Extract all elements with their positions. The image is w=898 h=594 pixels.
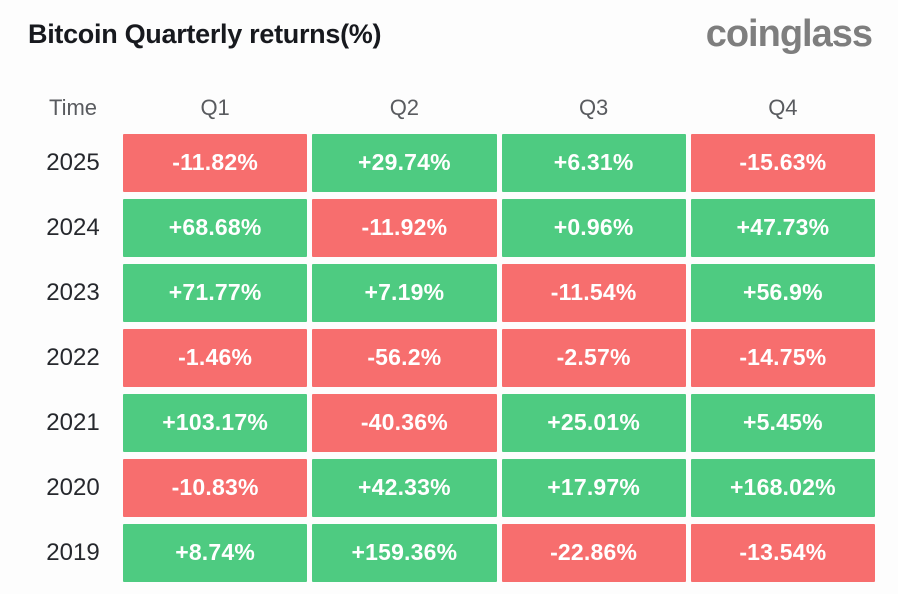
table-row: 2025 -11.82% +29.74% +6.31% -15.63% bbox=[28, 133, 875, 192]
return-cell: -13.54% bbox=[690, 523, 875, 582]
return-cell: +68.68% bbox=[123, 198, 308, 257]
return-cell: +42.33% bbox=[312, 458, 497, 517]
return-cell: +168.02% bbox=[690, 458, 875, 517]
return-cell: -22.86% bbox=[501, 523, 686, 582]
return-cell: -11.82% bbox=[123, 133, 308, 192]
return-cell: +47.73% bbox=[690, 198, 875, 257]
col-header-q2: Q2 bbox=[389, 94, 420, 120]
col-header-q3: Q3 bbox=[578, 94, 609, 120]
table-header-row: Time Q1 Q2 Q3 Q4 bbox=[28, 89, 875, 127]
col-header-time: Time bbox=[48, 94, 98, 120]
col-header-q4: Q4 bbox=[768, 94, 798, 120]
table-row: 2020 -10.83% +42.33% +17.97% +168.02% bbox=[28, 458, 875, 517]
return-cell: -1.46% bbox=[123, 328, 308, 387]
page-header: Bitcoin Quarterly returns(%) coinglass bbox=[0, 0, 898, 57]
return-cell: +29.74% bbox=[312, 133, 497, 192]
quarterly-returns-table: Time Q1 Q2 Q3 Q4 2025 -11.82% +29.74% +6.31… bbox=[28, 89, 875, 582]
table-row: 2022 -1.46% -56.2% -2.57% -14.75% bbox=[28, 328, 875, 387]
return-cell: -40.36% bbox=[312, 393, 497, 452]
year-label: 2023 bbox=[46, 278, 100, 306]
return-cell: +25.01% bbox=[501, 393, 686, 452]
year-label: 2019 bbox=[46, 538, 100, 566]
return-cell: -56.2% bbox=[312, 328, 497, 387]
table-row: 2023 +71.77% +7.19% -11.54% +56.9% bbox=[28, 263, 875, 322]
return-cell: +159.36% bbox=[312, 523, 497, 582]
table-row: 2019 +8.74% +159.36% -22.86% -13.54% bbox=[28, 523, 875, 582]
return-cell: +6.31% bbox=[501, 133, 686, 192]
page-title: Bitcoin Quarterly returns(%) bbox=[28, 19, 382, 49]
year-label: 2024 bbox=[46, 213, 100, 241]
return-cell: +7.19% bbox=[312, 263, 497, 322]
return-cell: +0.96% bbox=[501, 198, 686, 257]
year-label: 2022 bbox=[46, 343, 100, 371]
table-row: 2021 +103.17% -40.36% +25.01% +5.45% bbox=[28, 393, 875, 452]
return-cell: -11.54% bbox=[501, 263, 686, 322]
year-label: 2021 bbox=[46, 408, 100, 436]
return-cell: +5.45% bbox=[690, 393, 875, 452]
return-cell: -10.83% bbox=[123, 458, 308, 517]
return-cell: +71.77% bbox=[123, 263, 308, 322]
return-cell: +56.9% bbox=[690, 263, 875, 322]
coinglass-logo[interactable]: coinglass bbox=[705, 13, 873, 55]
return-cell: -15.63% bbox=[690, 133, 875, 192]
return-cell: -2.57% bbox=[501, 328, 686, 387]
year-label: 2020 bbox=[46, 473, 100, 501]
col-header-q1: Q1 bbox=[200, 94, 230, 120]
return-cell: +17.97% bbox=[501, 458, 686, 517]
year-label: 2025 bbox=[46, 148, 100, 176]
return-cell: +103.17% bbox=[123, 393, 308, 452]
table-body: 2025 -11.82% +29.74% +6.31% -15.63% 2024 +68.6… bbox=[28, 133, 875, 582]
return-cell: +8.74% bbox=[123, 523, 308, 582]
table-row: 2024 +68.68% -11.92% +0.96% +47.73% bbox=[28, 198, 875, 257]
return-cell: -14.75% bbox=[690, 328, 875, 387]
return-cell: -11.92% bbox=[312, 198, 497, 257]
